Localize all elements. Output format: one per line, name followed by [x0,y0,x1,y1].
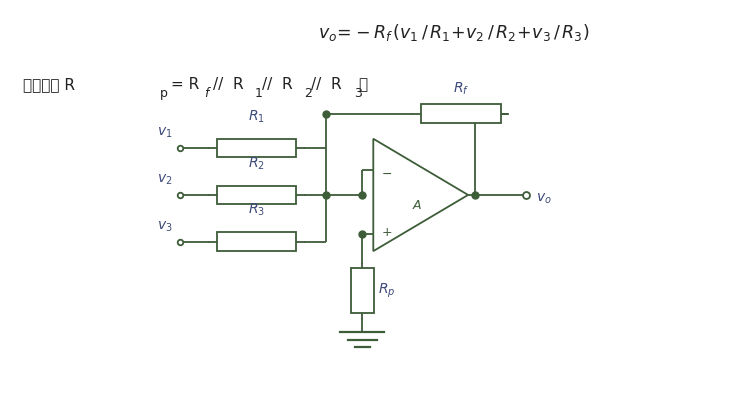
Text: $v_o$: $v_o$ [536,192,552,206]
Text: //  R: // R [311,77,342,92]
FancyBboxPatch shape [217,232,296,251]
Text: $R_2$: $R_2$ [248,155,265,172]
Text: $v_1$: $v_1$ [157,126,173,140]
FancyBboxPatch shape [217,186,296,204]
Text: $+$: $+$ [381,226,392,239]
FancyBboxPatch shape [217,139,296,157]
Text: p: p [160,87,168,100]
FancyBboxPatch shape [351,268,374,313]
Text: f: f [204,87,209,100]
Text: = R: = R [171,77,200,92]
Text: //  R: // R [213,77,244,92]
Text: 2: 2 [304,87,312,100]
Text: $R_3$: $R_3$ [248,202,265,218]
Text: 3: 3 [354,87,362,100]
Text: $R_f$: $R_f$ [452,81,469,97]
Text: $R_1$: $R_1$ [248,108,265,124]
Text: $v_3$: $v_3$ [157,220,173,234]
Text: $v_2$: $v_2$ [157,173,173,187]
Text: $v_o\!=\!-R_f\,(v_1\,/\,R_1\!+\!v_2\,/\,R_2\!+\!v_3\,/\,R_3)$: $v_o\!=\!-R_f\,(v_1\,/\,R_1\!+\!v_2\,/\,… [318,22,589,43]
Text: 平衡电阻 R: 平衡电阻 R [23,77,75,92]
Text: A: A [413,199,422,212]
Text: $-$: $-$ [381,167,392,180]
FancyBboxPatch shape [421,104,501,123]
Text: 。: 。 [359,77,368,92]
Text: $R_p$: $R_p$ [378,282,396,300]
Text: //  R: // R [262,77,292,92]
Text: 1: 1 [255,87,262,100]
